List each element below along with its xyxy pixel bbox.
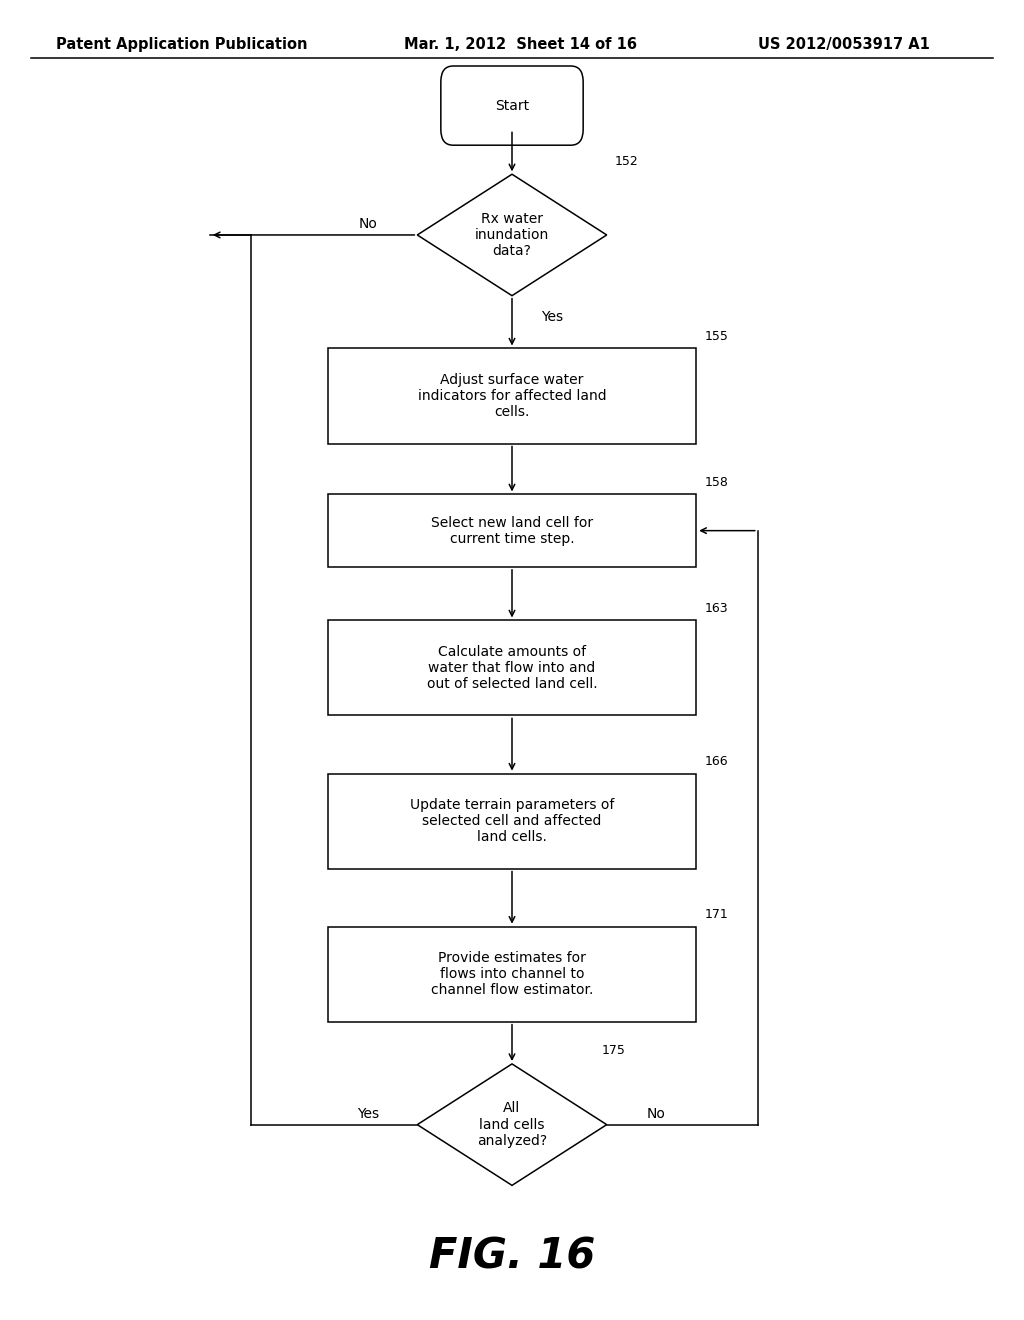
Text: Adjust surface water
indicators for affected land
cells.: Adjust surface water indicators for affe… [418,372,606,420]
Bar [328,494,696,568]
Text: Provide estimates for
flows into channel to
channel flow estimator.: Provide estimates for flows into channel… [431,950,593,998]
Text: Yes: Yes [357,1107,379,1121]
Text: Update terrain parameters of
selected cell and affected
land cells.: Update terrain parameters of selected ce… [410,797,614,845]
Polygon shape [418,1064,606,1185]
Bar [328,620,696,715]
Text: Patent Application Publication: Patent Application Publication [56,37,308,53]
Text: No: No [646,1107,666,1121]
Text: No: No [358,218,378,231]
Polygon shape [418,174,606,296]
Text: 166: 166 [705,755,728,768]
Bar [328,774,696,869]
Text: All
land cells
analyzed?: All land cells analyzed? [477,1101,547,1148]
Text: Rx water
inundation
data?: Rx water inundation data? [475,211,549,259]
Text: 155: 155 [705,330,728,343]
Text: Select new land cell for
current time step.: Select new land cell for current time st… [431,516,593,545]
Text: Mar. 1, 2012  Sheet 14 of 16: Mar. 1, 2012 Sheet 14 of 16 [404,37,638,53]
Text: Calculate amounts of
water that flow into and
out of selected land cell.: Calculate amounts of water that flow int… [427,644,597,692]
Text: US 2012/0053917 A1: US 2012/0053917 A1 [758,37,930,53]
Bar [328,348,696,444]
Text: FIG. 16: FIG. 16 [429,1236,595,1278]
Text: 163: 163 [705,602,728,615]
Text: 171: 171 [705,908,728,921]
Text: 158: 158 [705,477,728,490]
Text: 175: 175 [602,1044,626,1057]
Text: 152: 152 [614,154,639,168]
Bar [328,927,696,1022]
Text: Yes: Yes [541,310,563,323]
FancyBboxPatch shape [440,66,584,145]
Text: Start: Start [495,99,529,112]
